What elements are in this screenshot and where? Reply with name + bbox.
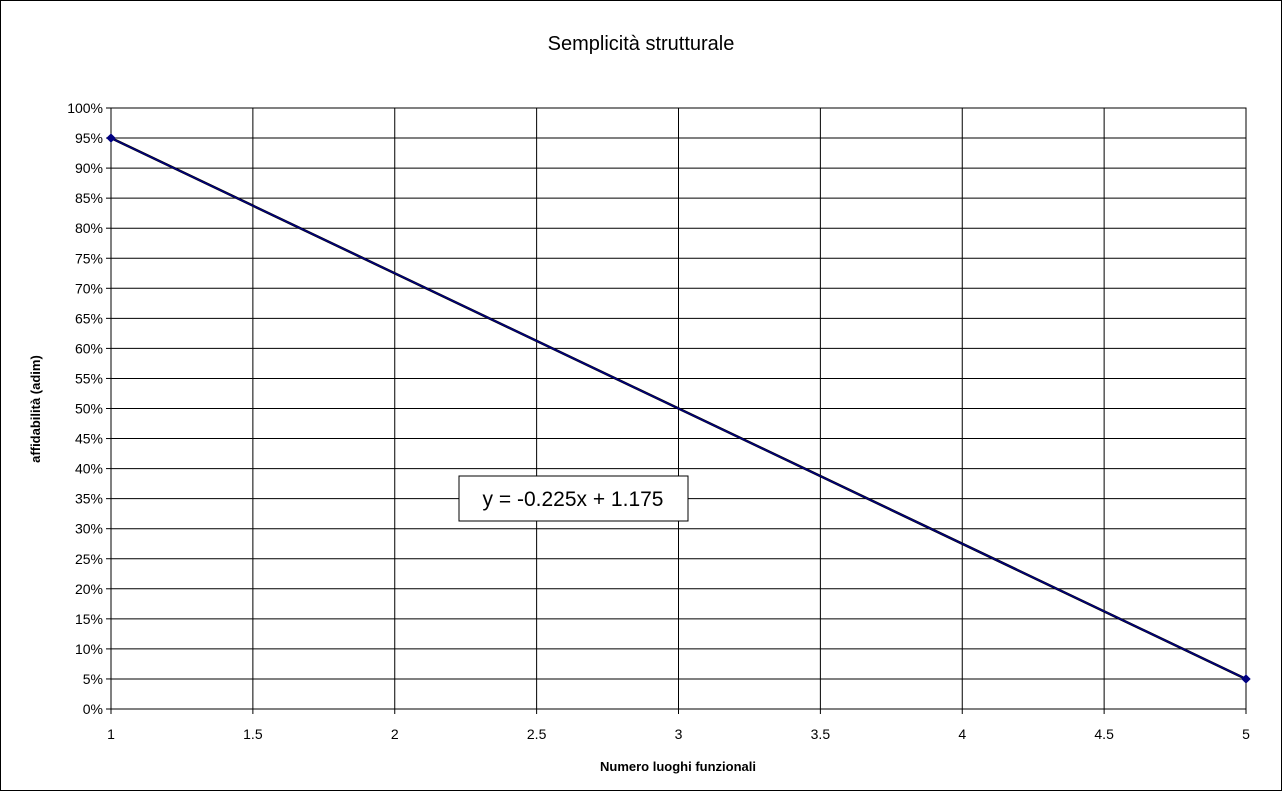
x-tick-label: 1.5 xyxy=(243,726,263,742)
data-point-marker xyxy=(106,133,116,143)
y-tick-label: 25% xyxy=(75,551,103,567)
y-tick-label: 35% xyxy=(75,491,103,507)
y-tick-label: 75% xyxy=(75,250,103,266)
y-tick-label: 10% xyxy=(75,641,103,657)
gridlines xyxy=(106,107,1247,714)
x-tick-label: 3 xyxy=(675,726,683,742)
x-axis-label: Numero luoghi funzionali xyxy=(600,759,756,774)
y-tick-label: 40% xyxy=(75,461,103,477)
chart-title: Semplicità strutturale xyxy=(548,33,735,55)
x-tick-label: 2 xyxy=(391,726,399,742)
y-tick-label: 15% xyxy=(75,611,103,627)
y-tick-label: 70% xyxy=(75,280,103,296)
y-tick-label: 60% xyxy=(75,340,103,356)
y-tick-label: 100% xyxy=(67,100,103,116)
y-tick-label: 50% xyxy=(75,401,103,417)
x-tick-labels: 1 1.5 2 2.5 3 3.5 4 4.5 5 xyxy=(107,726,1250,742)
y-tick-label: 85% xyxy=(75,190,103,206)
equation-box xyxy=(458,475,689,522)
trendline-equation: y = -0.225x + 1.175 xyxy=(483,488,664,511)
y-tick-label: 30% xyxy=(75,521,103,537)
series-layer xyxy=(106,133,1251,684)
y-tick-label: 90% xyxy=(75,160,103,176)
series-line xyxy=(110,137,1247,680)
x-tick-label: 2.5 xyxy=(527,726,547,742)
y-tick-label: 5% xyxy=(83,671,103,687)
y-tick-label: 45% xyxy=(75,431,103,447)
x-tick-label: 1 xyxy=(107,726,115,742)
y-tick-label: 0% xyxy=(83,701,103,717)
y-tick-label: 95% xyxy=(75,130,103,146)
x-tick-label: 4 xyxy=(958,726,966,742)
x-tick-label: 5 xyxy=(1242,726,1250,742)
data-point-marker xyxy=(1241,674,1251,684)
y-tick-label: 65% xyxy=(75,310,103,326)
x-tick-label: 4.5 xyxy=(1094,726,1114,742)
y-tick-labels: 0% 5% 10% 15% 20% 25% 30% 35% 40% 45% 50% 55% 60% 65%… xyxy=(67,100,103,717)
y-axis-label: affidabilità (adim) xyxy=(28,355,43,463)
y-tick-label: 20% xyxy=(75,581,103,597)
y-tick-label: 55% xyxy=(75,370,103,386)
plot-area xyxy=(110,107,1247,710)
x-tick-label: 3.5 xyxy=(811,726,831,742)
y-tick-label: 80% xyxy=(75,220,103,236)
